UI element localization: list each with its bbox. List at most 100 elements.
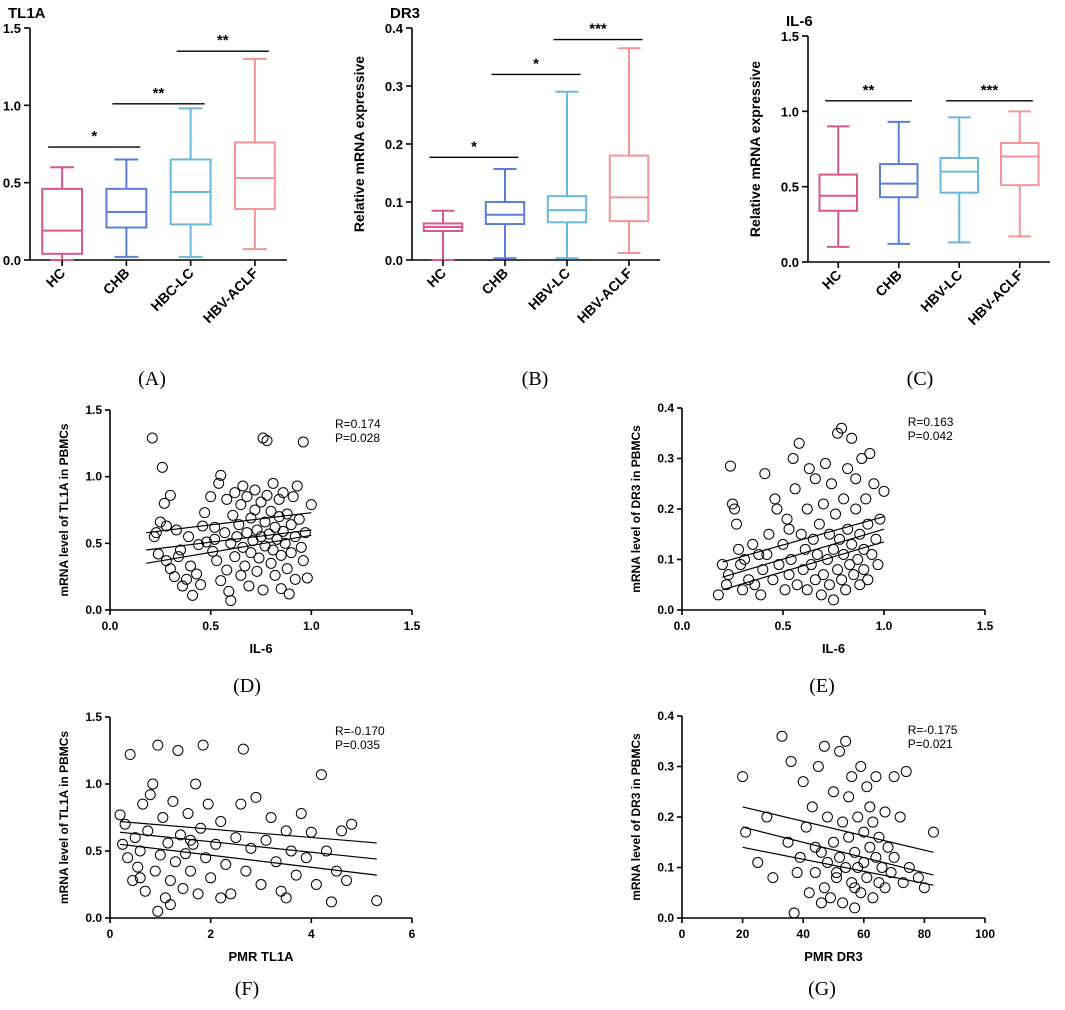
- panel-caption: (F): [235, 978, 259, 1000]
- x-tick-label: 1.5: [977, 619, 994, 633]
- data-point: [846, 538, 858, 550]
- panel-a: TL1ARelative mRNA expressive0.00.51.01.5…: [3, 5, 287, 390]
- y-tick-label: 0.3: [385, 79, 403, 94]
- data-point: [818, 740, 830, 752]
- data-point: [823, 528, 835, 540]
- data-point: [918, 882, 930, 894]
- data-point: [785, 554, 797, 565]
- data-point: [162, 837, 174, 849]
- data-point: [812, 761, 824, 772]
- data-point: [825, 478, 837, 490]
- data-point: [150, 527, 162, 539]
- data-point: [192, 888, 204, 900]
- y-axis-label: mRNA level of DR3 in PBMCs: [629, 733, 643, 901]
- confidence-band-upper: [146, 512, 312, 534]
- panel-caption: (A): [138, 368, 166, 390]
- data-point: [870, 771, 882, 783]
- data-point: [753, 548, 765, 560]
- data-point: [245, 842, 257, 854]
- data-point: [185, 560, 197, 572]
- y-axis-label: mRNA level of DR3 in PBMCs: [629, 425, 643, 593]
- data-point: [747, 538, 759, 550]
- data-point: [225, 537, 237, 549]
- data-point: [219, 527, 231, 539]
- data-point: [300, 852, 312, 864]
- data-point: [831, 867, 843, 879]
- data-point: [813, 518, 825, 530]
- data-point: [285, 519, 297, 531]
- data-point: [132, 861, 144, 873]
- data-point: [172, 551, 184, 563]
- data-point: [220, 858, 232, 870]
- data-point: [187, 589, 199, 601]
- category-label: CHB: [478, 265, 511, 298]
- data-point: [148, 531, 160, 543]
- stat-p: P=0.042: [908, 429, 953, 443]
- y-tick-label: 0.2: [657, 502, 674, 516]
- data-point: [215, 816, 227, 828]
- data-point: [160, 520, 172, 532]
- data-point: [190, 778, 202, 790]
- data-point: [791, 867, 803, 879]
- data-point: [843, 791, 855, 803]
- data-point: [828, 594, 839, 606]
- y-axis-label: Relative mRNA expressive: [747, 61, 763, 237]
- y-tick-label: 1.0: [3, 98, 21, 113]
- data-point: [265, 505, 277, 517]
- stat-r: R=0.174: [335, 417, 381, 431]
- data-point: [267, 477, 279, 489]
- data-point: [225, 595, 237, 607]
- x-tick-label: 0.5: [775, 619, 792, 633]
- data-point: [779, 584, 791, 596]
- data-point: [852, 554, 864, 565]
- data-point: [164, 489, 176, 501]
- data-point: [844, 559, 856, 571]
- data-point: [834, 745, 846, 757]
- data-point: [868, 478, 880, 490]
- x-tick-label: 40: [797, 927, 811, 941]
- data-point: [803, 463, 815, 475]
- data-point: [870, 851, 882, 863]
- data-point: [888, 851, 900, 863]
- box-iqr: [818, 173, 859, 212]
- data-point: [134, 872, 146, 884]
- regression-line: [120, 831, 377, 860]
- x-tick-label: 1.0: [876, 619, 893, 633]
- data-point: [297, 436, 309, 448]
- data-point: [255, 496, 267, 508]
- y-tick-label: 0.4: [385, 21, 404, 36]
- y-tick-label: 0.1: [657, 861, 674, 875]
- data-point: [251, 524, 263, 536]
- data-point: [712, 589, 724, 601]
- data-point: [283, 588, 295, 600]
- data-point: [265, 557, 277, 569]
- data-point: [803, 887, 815, 899]
- data-point: [122, 852, 134, 864]
- x-tick-label: 0: [107, 927, 114, 941]
- data-point: [727, 498, 738, 510]
- panel-title: TL1A: [8, 5, 46, 22]
- data-point: [828, 836, 839, 848]
- x-tick-label: 60: [857, 927, 871, 941]
- data-point: [876, 862, 888, 873]
- panel-e: 0.0 0.1 0.2 0.3 0.4 0.0 0.5 1.0 1.5 IL-6 mRNA leve…: [629, 401, 994, 697]
- data-point: [797, 564, 809, 576]
- data-point: [195, 579, 207, 591]
- panel-caption: (B): [522, 368, 549, 390]
- data-point: [269, 569, 281, 581]
- category-label: HBV-ACLF: [574, 264, 636, 326]
- data-point: [299, 527, 311, 539]
- data-point: [815, 589, 827, 601]
- data-point: [233, 519, 245, 531]
- x-tick-label: 0: [679, 927, 686, 941]
- y-tick-label: 1.0: [781, 104, 799, 119]
- data-point: [127, 874, 139, 886]
- data-point: [801, 584, 813, 596]
- data-point: [776, 730, 788, 742]
- data-point: [205, 491, 217, 503]
- data-point: [169, 856, 181, 868]
- data-point: [221, 564, 233, 576]
- panel-caption: (G): [808, 978, 836, 1000]
- data-point: [265, 812, 277, 823]
- y-tick-label: 1.5: [781, 29, 799, 44]
